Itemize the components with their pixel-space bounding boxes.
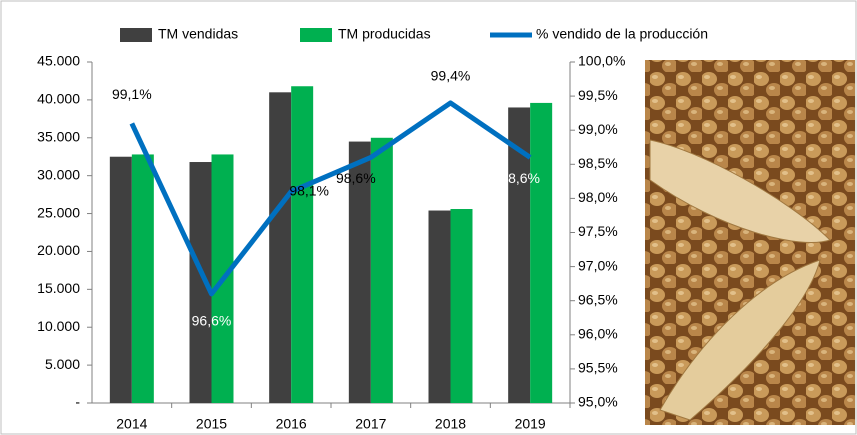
- data-label: 98,1%: [289, 182, 329, 198]
- x-tick-label: 2015: [196, 416, 227, 432]
- bar: [348, 141, 371, 404]
- y2-tick-label: 95,0%: [578, 394, 618, 410]
- bar: [131, 154, 154, 403]
- bar: [189, 162, 212, 403]
- y2-tick-label: 97,5%: [578, 223, 618, 239]
- legend-label: TM vendidas: [158, 26, 238, 42]
- y2-tick-label: 98,5%: [578, 155, 618, 171]
- soybean-photo: [645, 60, 855, 425]
- bar: [291, 86, 314, 403]
- y2-tick-label: 95,5%: [578, 360, 618, 376]
- bar: [370, 137, 393, 403]
- y-tick-label: 5.000: [45, 356, 80, 372]
- legend-label: TM producidas: [338, 26, 431, 42]
- legend-swatch: [300, 28, 332, 42]
- y-tick-label: 30.000: [37, 166, 80, 182]
- y2-tick-label: 100,0%: [578, 53, 625, 69]
- data-label: 98,6%: [336, 170, 376, 186]
- y2-tick-label: 96,5%: [578, 291, 618, 307]
- x-tick-label: 2017: [355, 416, 386, 432]
- data-label: 98,6%: [500, 170, 540, 186]
- x-tick-label: 2016: [276, 416, 307, 432]
- bar: [109, 156, 132, 403]
- y-tick-label: 20.000: [37, 242, 80, 258]
- x-tick-label: 2014: [116, 416, 147, 432]
- y-tick-label: 25.000: [37, 204, 80, 220]
- y-tick-label: 40.000: [37, 91, 80, 107]
- y-tick-label: 10.000: [37, 318, 80, 334]
- y2-tick-label: 96,0%: [578, 326, 618, 342]
- legend-label: % vendido de la producción: [536, 26, 708, 42]
- y-tick-label: 15.000: [37, 280, 80, 296]
- legend-swatch: [120, 28, 152, 42]
- x-tick-label: 2018: [435, 416, 466, 432]
- bar: [450, 209, 473, 403]
- y-tick-label: 35.000: [37, 128, 80, 144]
- data-label: 96,6%: [192, 313, 232, 329]
- bar: [530, 102, 553, 404]
- y2-tick-label: 97,0%: [578, 257, 618, 273]
- bar: [508, 107, 531, 403]
- y2-tick-label: 99,5%: [578, 87, 618, 103]
- bar: [269, 92, 292, 404]
- x-tick-label: 2019: [515, 416, 546, 432]
- y2-tick-label: 98,0%: [578, 189, 618, 205]
- y-tick-label: 45.000: [37, 53, 80, 69]
- y2-tick-label: 99,0%: [578, 121, 618, 137]
- y-tick-label: -: [75, 394, 80, 410]
- bar: [428, 210, 451, 403]
- line: [129, 100, 532, 297]
- data-label: 99,4%: [431, 68, 471, 84]
- data-label: 99,1%: [112, 86, 152, 102]
